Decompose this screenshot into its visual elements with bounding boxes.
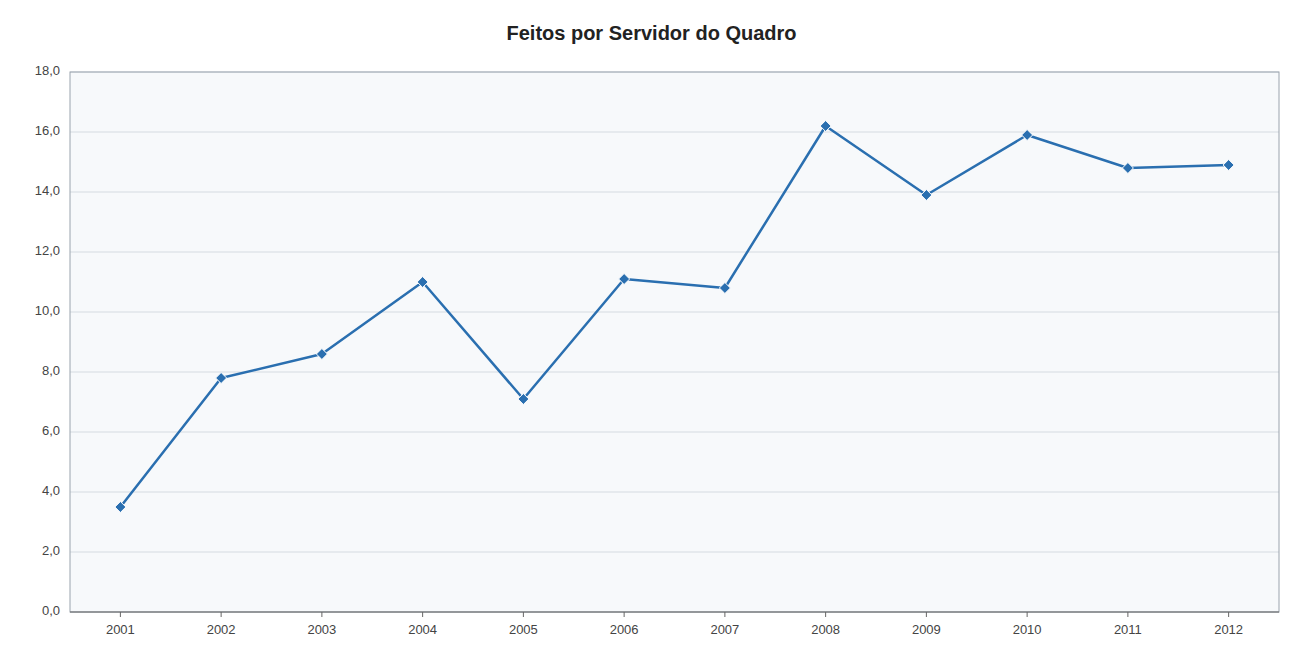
x-tick [1027,612,1028,617]
x-tick-label: 2010 [1013,622,1042,637]
x-axis: 2001 2002 2003 2004 2005 2006 2007 2008 2009 2010… [70,612,1279,637]
y-tick-label: 14,0 [35,183,60,198]
x-tick [221,612,222,617]
chart-container: Feitos por Servidor do Quadro 0,0 2,0 4,0 6,… [0,0,1303,664]
x-tick [422,612,423,617]
x-tick [1228,612,1229,617]
y-grid [70,72,1279,612]
x-tick [926,612,927,617]
grid-line [70,612,1279,613]
x-tick-label: 2006 [610,622,639,637]
marker [216,373,227,384]
marker [1122,163,1133,174]
y-axis: 0,0 2,0 4,0 6,0 8,0 10,0 12,0 14,0 16,0 18,0 [35,63,60,618]
y-tick-label: 12,0 [35,243,60,258]
grid-line [70,192,1279,193]
y-tick-label: 6,0 [42,423,60,438]
y-tick-label: 4,0 [42,483,60,498]
title: Feitos por Servidor do Quadro [506,22,796,44]
y-tick-label: 18,0 [35,63,60,78]
x-tick [724,612,725,617]
grid-line [70,252,1279,253]
marker [316,349,327,360]
x-tick-label: 2002 [207,622,236,637]
x-tick-label: 2011 [1114,622,1142,637]
grid-line [70,432,1279,433]
x-tick [1127,612,1128,617]
y-tick-label: 0,0 [42,603,60,618]
y-tick-label: 2,0 [42,543,60,558]
marker [115,502,126,513]
x-axis-line [70,612,1279,613]
series [115,121,1234,513]
marker [921,190,932,201]
x-tick-label: 2009 [912,622,941,637]
marker [1022,130,1033,141]
grid-line [70,132,1279,133]
x-tick-label: 2005 [509,622,538,637]
grid-line [70,492,1279,493]
x-tick-label: 2007 [710,622,739,637]
marker [619,274,630,285]
marker [417,277,428,288]
x-tick-label: 2004 [408,622,437,637]
grid-line [70,312,1279,313]
x-tick-label: 2003 [307,622,336,637]
line [120,126,1228,507]
y-tick-label: 10,0 [35,303,60,318]
x-tick [624,612,625,617]
x-tick-label: 2008 [811,622,840,637]
x-tick-label: 2001 [106,622,135,637]
marker [518,394,529,405]
plot-frame [70,72,1279,612]
chart-svg: Feitos por Servidor do Quadro 0,0 2,0 4,0 6,… [0,0,1303,664]
x-tick [321,612,322,617]
x-tick [120,612,121,617]
y-tick-label: 16,0 [35,123,60,138]
marker [820,121,831,132]
marker [719,283,730,294]
plot-area [70,72,1279,612]
y-tick-label: 8,0 [42,363,60,378]
x-tick [523,612,524,617]
x-tick [825,612,826,617]
marker [1223,160,1234,171]
x-tick-label: 2012 [1214,622,1243,637]
grid-line [70,552,1279,553]
